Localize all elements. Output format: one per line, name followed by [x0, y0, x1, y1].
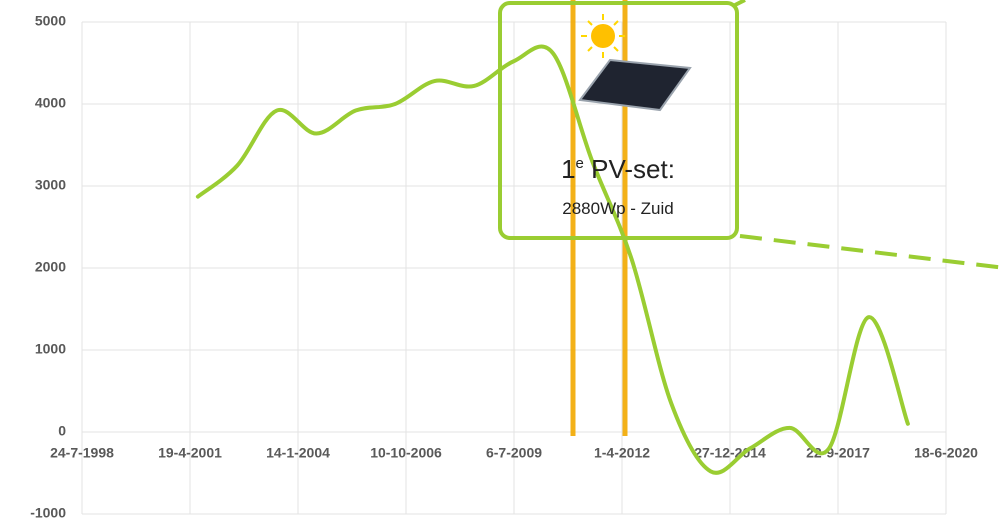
ticks: -1000 0 1000 2000 3000 4000 5000 24-7-1998 19-4-…	[30, 13, 978, 521]
y-tick-label: 1000	[35, 341, 66, 357]
x-tick-label: 24-7-1998	[50, 445, 114, 461]
x-tick-label: 6-7-2009	[486, 445, 542, 461]
annotation-superscript: e	[576, 155, 584, 172]
series	[198, 47, 908, 473]
x-tick-label: 10-10-2006	[370, 445, 442, 461]
y-tick-label: 0	[58, 423, 66, 439]
y-tick-label: 4000	[35, 95, 66, 111]
x-tick-label: 14-1-2004	[266, 445, 330, 461]
chart: -1000 0 1000 2000 3000 4000 5000 24-7-1998 19-4-…	[0, 0, 1005, 523]
annotation-text: PV-set:	[584, 154, 675, 184]
connector	[740, 236, 1005, 268]
solar-panel-icon	[580, 60, 690, 110]
grid	[82, 22, 946, 514]
sun-icon	[581, 14, 625, 58]
y-tick-label: -1000	[30, 505, 66, 521]
annotation-number: 1	[561, 154, 575, 184]
annotation-detail: 2880Wp - Zuid	[562, 199, 674, 218]
y-tick-label: 2000	[35, 259, 66, 275]
x-tick-label: 18-6-2020	[914, 445, 978, 461]
y-tick-label: 3000	[35, 177, 66, 193]
line	[198, 47, 908, 473]
annotation-title: 1e PV-set:	[561, 154, 675, 184]
x-tick-label: 1-4-2012	[594, 445, 650, 461]
x-tick-label: 19-4-2001	[158, 445, 222, 461]
connector	[735, 0, 745, 5]
y-tick-label: 5000	[35, 13, 66, 29]
